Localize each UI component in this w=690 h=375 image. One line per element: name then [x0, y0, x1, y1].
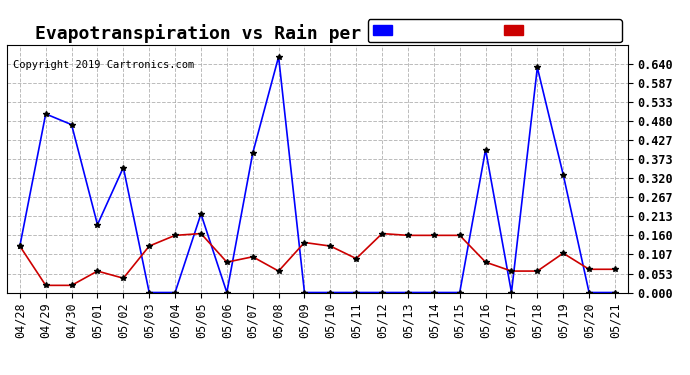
- Legend: Rain  (Inches), ET  (Inches): Rain (Inches), ET (Inches): [368, 19, 622, 42]
- Title: Evapotranspiration vs Rain per Day (Inches) 20190522: Evapotranspiration vs Rain per Day (Inch…: [34, 24, 600, 44]
- Text: Copyright 2019 Cartronics.com: Copyright 2019 Cartronics.com: [13, 60, 195, 70]
